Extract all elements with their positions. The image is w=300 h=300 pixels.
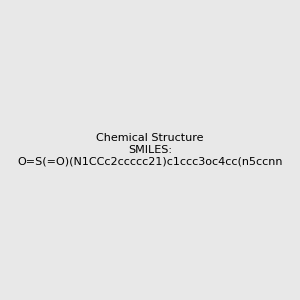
Text: Chemical Structure
SMILES:
O=S(=O)(N1CCc2ccccc21)c1ccc3oc4cc(n5ccnn: Chemical Structure SMILES: O=S(=O)(N1CCc… (17, 134, 283, 166)
